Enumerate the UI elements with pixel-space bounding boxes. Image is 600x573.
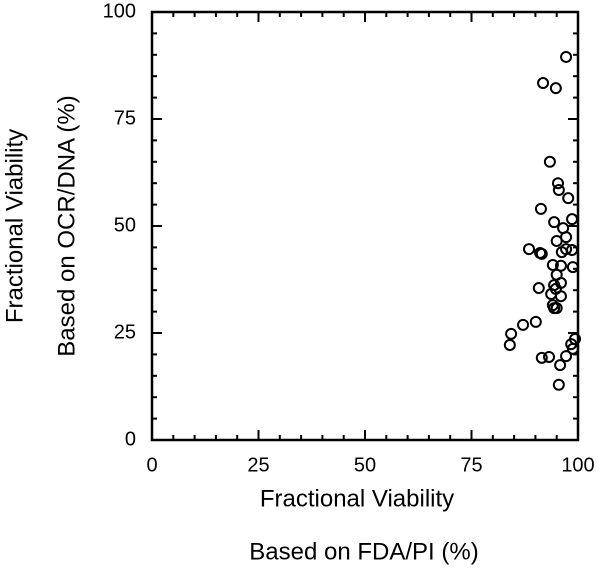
scatter-point	[566, 342, 579, 355]
scatter-point	[548, 302, 561, 315]
y-axis-label: Fractional Viability	[1, 129, 28, 323]
scatter-point	[550, 234, 563, 247]
x-axis-label: Based on FDA/PI (%)	[249, 538, 478, 565]
y-tick-label: 50	[114, 214, 136, 236]
scatter-point	[548, 216, 561, 229]
scatter-point	[505, 327, 518, 340]
scatter-point	[566, 261, 579, 274]
x-tick-label: 100	[561, 454, 594, 476]
y-tick-label: 75	[114, 107, 136, 129]
scatter-point	[552, 378, 565, 391]
plot-frame	[150, 10, 580, 442]
scatter-point	[517, 318, 530, 331]
scatter-point	[535, 351, 548, 364]
scatter-point	[503, 338, 516, 351]
x-tick-label: 75	[460, 454, 482, 476]
scatter-point	[566, 213, 579, 226]
x-axis-label: Fractional Viability	[260, 485, 454, 512]
y-tick-label: 100	[103, 0, 136, 22]
scatter-point	[562, 192, 575, 205]
scatter-point	[554, 290, 567, 303]
scatter-point	[543, 155, 556, 168]
scatter-point	[537, 77, 550, 90]
scatter-point	[560, 350, 573, 363]
x-tick-label: 25	[247, 454, 269, 476]
scatter-point	[546, 258, 559, 271]
y-tick-label: 25	[114, 321, 136, 343]
y-axis-label: Based on OCR/DNA (%)	[53, 95, 80, 356]
scatter-point	[560, 50, 573, 63]
scatter-point	[534, 202, 547, 215]
x-tick-label: 50	[354, 454, 376, 476]
scatter-point	[551, 177, 564, 190]
y-tick-label: 0	[125, 428, 136, 450]
scatter-point	[566, 243, 579, 256]
scatter-point	[543, 350, 556, 363]
scatter-point	[532, 282, 545, 295]
scatter-point	[549, 82, 562, 95]
scatter-point	[555, 246, 568, 259]
scatter-point	[529, 315, 542, 328]
scatter-point	[523, 243, 536, 256]
scatter-point	[552, 184, 565, 197]
scatter-point	[535, 247, 548, 260]
scatter-point	[554, 359, 567, 372]
x-tick-label: 0	[146, 454, 157, 476]
